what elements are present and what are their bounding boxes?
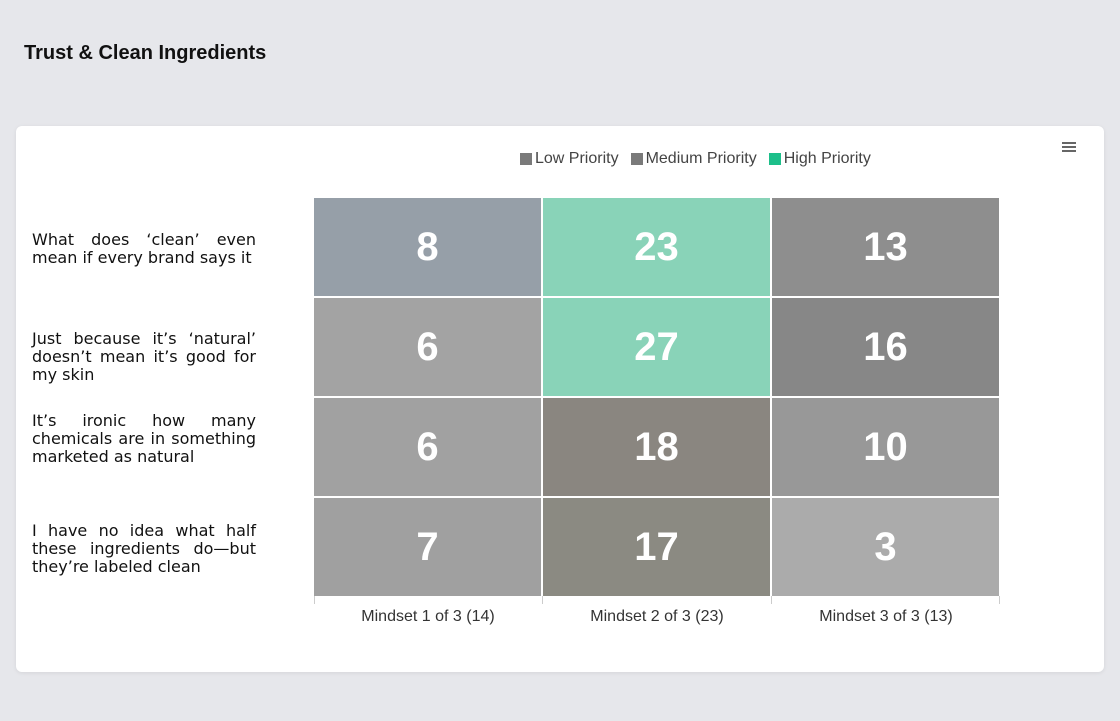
heatmap-cell[interactable]: 6 [314,298,541,396]
row-label-2: Just because it’s ‘natural’ doesn’t mean… [32,329,256,384]
heatmap-cell[interactable]: 17 [543,498,770,596]
chart-card: Low Priority Medium Priority High Priori… [16,126,1104,672]
column-label-1: Mindset 1 of 3 (14) [361,608,495,625]
heatmap-cell[interactable]: 23 [543,198,770,296]
heatmap-cell[interactable]: 7 [314,498,541,596]
legend-item-low[interactable]: Low Priority [520,150,619,168]
heatmap-cell[interactable]: 18 [543,398,770,496]
legend-swatch-medium [630,153,643,165]
legend-swatch-high [768,153,781,165]
legend-swatch-low [520,153,532,165]
legend-item-high[interactable]: High Priority [768,150,871,168]
legend-label-low: Low Priority [535,150,619,167]
x-axis-tick [542,596,543,604]
heatmap-cell[interactable]: 10 [772,398,999,496]
hamburger-menu-icon[interactable] [1062,140,1076,154]
x-axis-tick [999,596,1000,604]
row-label-4: I have no idea what half these ingredien… [32,521,256,576]
x-axis-tick [771,596,772,604]
column-label-2: Mindset 2 of 3 (23) [590,608,724,625]
row-label-3: It’s ironic how many chemicals are in so… [32,411,256,466]
row-label-1: What does ‘clean’ even mean if every bra… [32,230,256,267]
x-axis-tick [314,596,315,604]
heatmap-cell[interactable]: 27 [543,298,770,396]
heatmap-cell[interactable]: 8 [314,198,541,296]
legend-label-medium: Medium Priority [645,150,757,167]
page-title: Trust & Clean Ingredients [24,42,267,64]
heatmap-cell[interactable]: 6 [314,398,541,496]
heatmap-cell[interactable]: 16 [772,298,999,396]
legend-label-high: High Priority [783,150,871,167]
column-label-3: Mindset 3 of 3 (13) [819,608,953,625]
heatmap-cell[interactable]: 13 [772,198,999,296]
legend-item-medium[interactable]: Medium Priority [630,150,757,168]
heatmap-cell[interactable]: 3 [772,498,999,596]
legend: Low Priority Medium Priority High Priori… [520,150,871,168]
